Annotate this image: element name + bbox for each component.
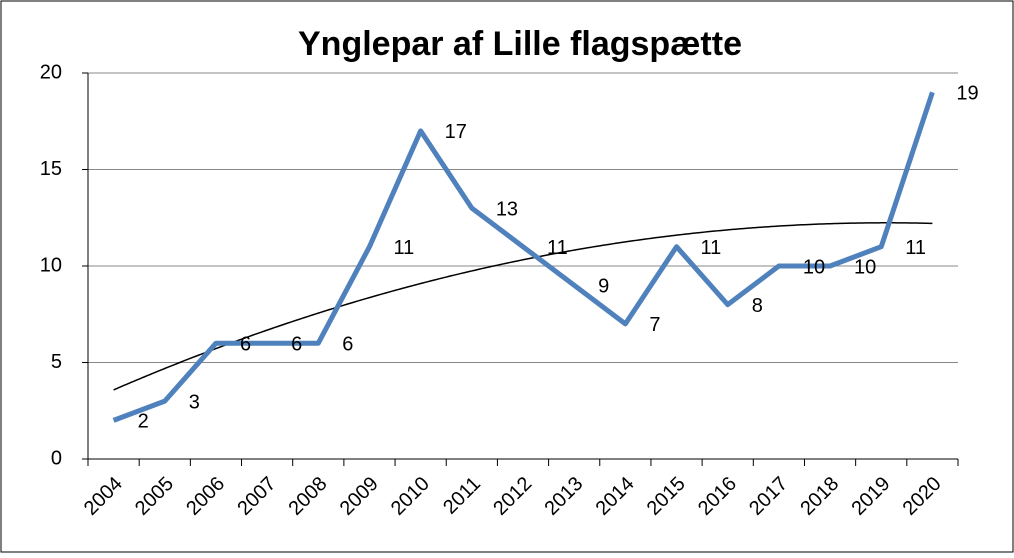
data-label: 17 <box>445 121 467 143</box>
y-tick-label: 5 <box>51 351 62 373</box>
data-label: 6 <box>240 333 251 355</box>
data-label: 3 <box>189 391 200 413</box>
chart-title: Ynglepar af Lille flagspætte <box>298 25 742 63</box>
data-label: 6 <box>291 333 302 355</box>
data-label: 2 <box>138 411 149 433</box>
y-tick-label: 20 <box>40 61 62 83</box>
data-label: 19 <box>956 83 978 105</box>
data-label: 11 <box>393 237 414 259</box>
data-label: 7 <box>649 314 660 336</box>
data-label: 11 <box>701 237 722 259</box>
y-tick-label: 15 <box>40 158 62 180</box>
data-label: 8 <box>752 295 763 317</box>
y-tick-label: 0 <box>51 447 62 469</box>
data-label: 13 <box>496 198 518 220</box>
data-label: 6 <box>342 333 353 355</box>
data-line <box>112 91 935 423</box>
y-tick-label: 10 <box>40 254 62 276</box>
data-label: 11 <box>905 237 926 259</box>
data-label: 10 <box>854 256 876 278</box>
data-label: 10 <box>803 256 825 278</box>
data-label: 11 <box>547 237 568 259</box>
trendline <box>113 222 933 391</box>
data-label: 9 <box>598 276 609 298</box>
